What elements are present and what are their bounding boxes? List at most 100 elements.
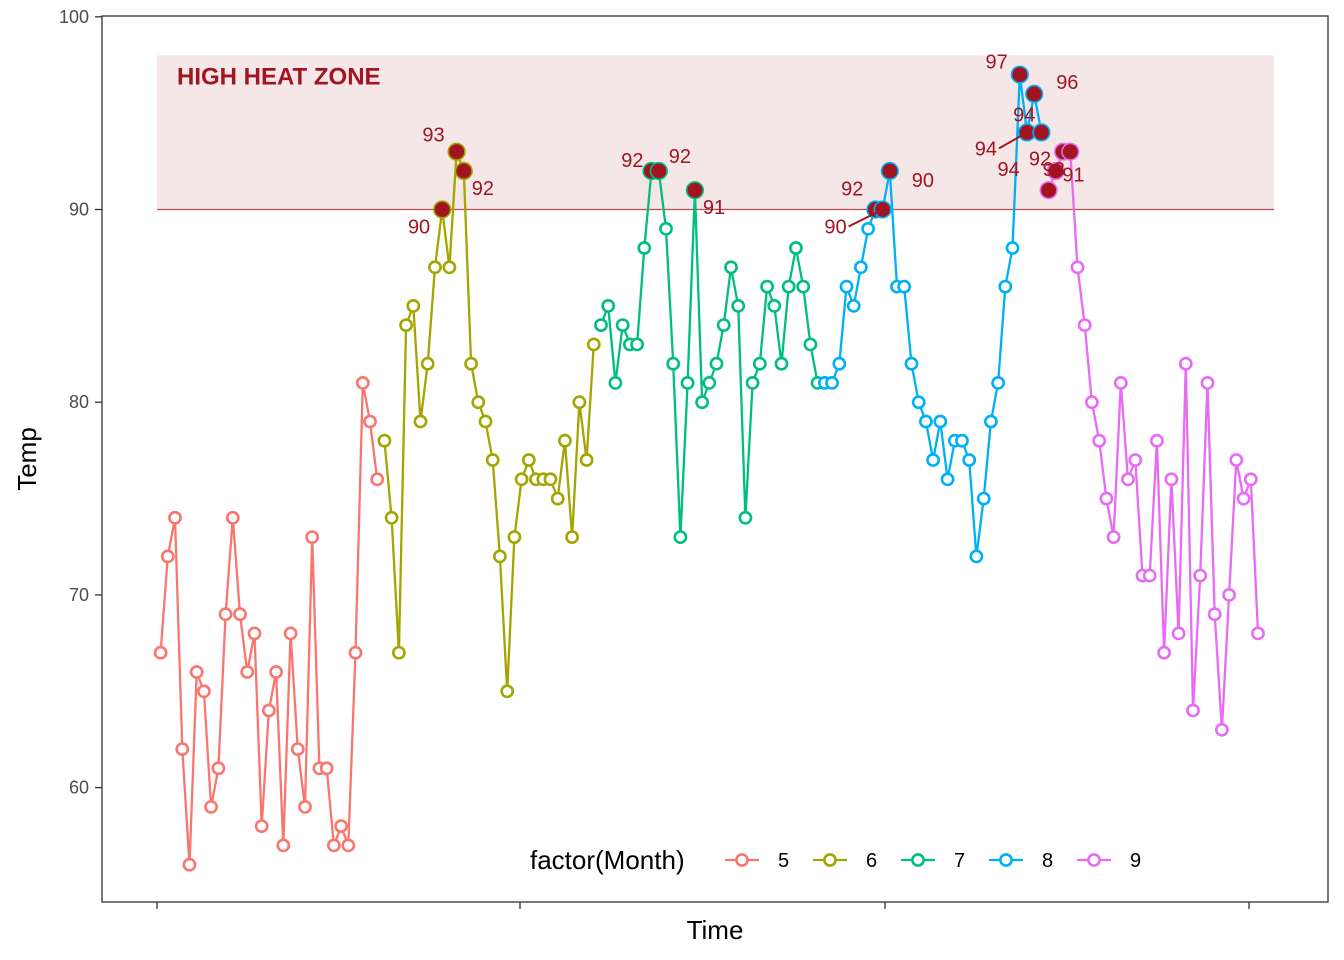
data-point <box>233 607 247 622</box>
data-point <box>348 645 363 660</box>
data-point <box>492 549 507 564</box>
data-point <box>485 453 500 467</box>
data-point <box>189 665 204 679</box>
data-point <box>413 414 428 429</box>
label-leader-line <box>998 131 1028 150</box>
data-point <box>442 260 457 275</box>
data-point <box>514 472 529 487</box>
data-point <box>225 510 240 525</box>
point-label: 97 <box>986 52 1008 74</box>
data-point <box>153 645 168 660</box>
point-label: 92 <box>841 179 863 201</box>
data-point <box>1005 241 1020 255</box>
point-label: 94 <box>975 138 997 160</box>
data-point <box>1222 588 1236 602</box>
data-point <box>767 298 782 313</box>
data-point <box>1070 260 1085 275</box>
data-point <box>1092 433 1107 448</box>
legend-key-point <box>1087 853 1101 867</box>
y-axis-title: Temp <box>12 427 42 491</box>
point-label: 90 <box>408 217 430 239</box>
point-label: 92 <box>669 146 691 168</box>
data-point <box>774 356 789 371</box>
data-point <box>276 838 291 853</box>
data-point <box>204 800 218 814</box>
legend: factor(Month) 5 6 7 8 9 <box>530 845 1141 875</box>
data-point <box>1085 395 1099 410</box>
data-point <box>420 356 435 371</box>
legend-label: 8 <box>1042 850 1053 872</box>
data-point <box>478 414 493 429</box>
data-point <box>254 819 269 833</box>
data-point <box>543 472 558 487</box>
data-point <box>630 337 644 352</box>
data-point <box>1113 375 1128 390</box>
legend-item-6: 6 <box>813 850 877 872</box>
data-point <box>940 472 955 487</box>
point-label: 92 <box>1029 149 1051 171</box>
data-point <box>839 279 854 294</box>
hot-data-point <box>1039 181 1058 200</box>
data-point <box>182 857 197 872</box>
data-point <box>355 375 370 390</box>
data-point <box>825 375 839 390</box>
point-label: 93 <box>422 125 444 147</box>
legend-item-8: 8 <box>989 850 1053 872</box>
data-point <box>854 260 868 275</box>
data-point <box>781 279 796 294</box>
legend-key-point <box>999 853 1013 867</box>
point-label: 90 <box>824 217 846 239</box>
hot-data-point <box>649 161 668 181</box>
data-point <box>586 337 601 352</box>
point-label: 92 <box>621 150 643 172</box>
data-point <box>298 800 312 814</box>
data-point <box>370 472 385 487</box>
hot-data-point <box>1025 84 1044 103</box>
data-point <box>752 356 767 371</box>
data-point <box>666 356 681 371</box>
data-point <box>1157 645 1171 660</box>
y-tick-label: 100 <box>59 7 89 27</box>
data-point <box>846 298 861 313</box>
data-point <box>789 241 803 255</box>
legend-key-point <box>911 853 925 867</box>
series-line <box>383 150 595 693</box>
legend-title: factor(Month) <box>530 845 685 875</box>
hot-data-point <box>685 181 705 200</box>
point-label: 92 <box>472 178 494 200</box>
data-point <box>745 375 760 390</box>
data-point <box>608 375 623 390</box>
data-point <box>1150 433 1164 448</box>
data-point <box>377 433 392 448</box>
data-point <box>861 221 875 236</box>
series-5 <box>153 375 385 872</box>
data-point <box>702 375 717 390</box>
data-point <box>659 221 673 236</box>
data-point <box>579 453 594 467</box>
data-point <box>1128 453 1143 467</box>
data-point <box>615 318 630 332</box>
data-point <box>738 510 753 525</box>
data-point <box>550 491 565 506</box>
data-point <box>1178 356 1193 371</box>
data-point <box>998 279 1013 294</box>
data-point <box>904 356 919 371</box>
data-point <box>1215 722 1229 737</box>
legend-item-7: 7 <box>901 850 965 872</box>
data-point <box>218 607 233 622</box>
legend-label: 7 <box>954 850 965 872</box>
data-point <box>391 645 406 660</box>
data-point <box>976 491 991 506</box>
point-label: 94 <box>998 159 1020 181</box>
y-tick-label: 90 <box>69 200 89 220</box>
label-leader-line <box>848 208 884 228</box>
data-point <box>716 318 731 332</box>
hot-data-point <box>1061 142 1080 161</box>
data-point <box>695 395 709 410</box>
data-point <box>594 318 608 332</box>
y-tick-label: 80 <box>69 392 89 412</box>
data-point <box>471 395 486 410</box>
data-point <box>984 414 998 429</box>
